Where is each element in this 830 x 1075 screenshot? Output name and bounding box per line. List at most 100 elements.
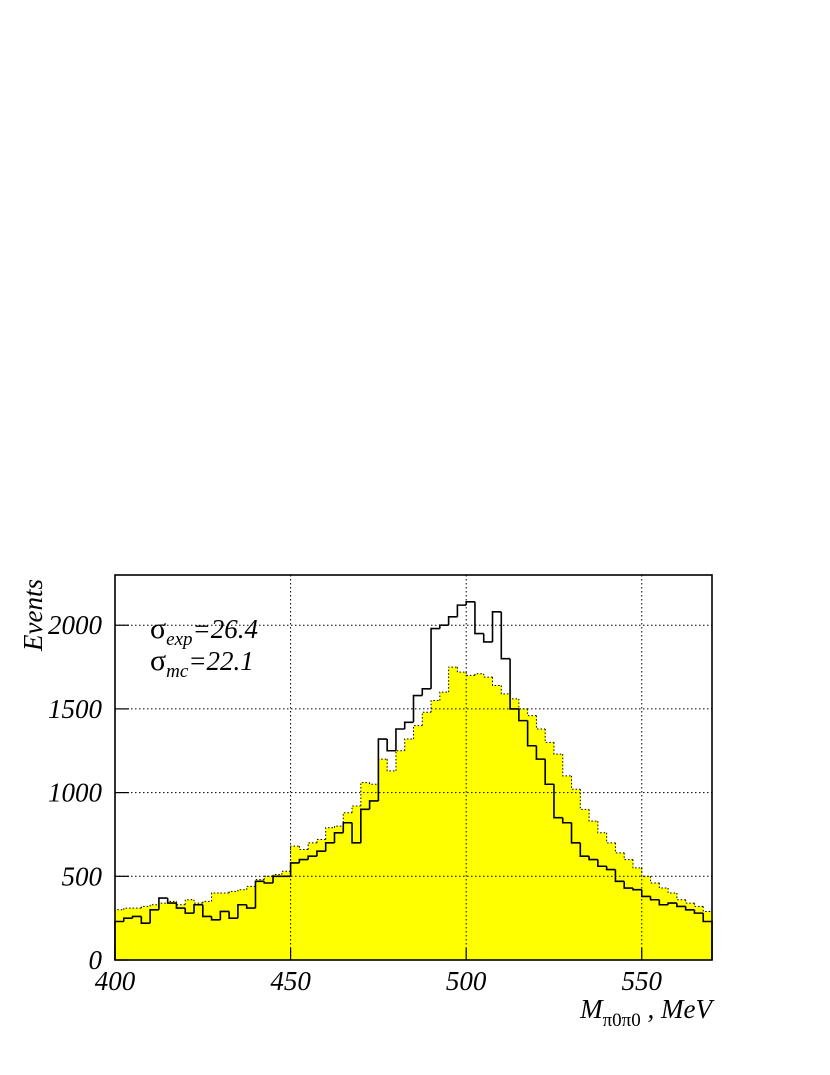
bar-outline (623, 852, 633, 861)
bar (316, 839, 327, 960)
bar (290, 846, 300, 960)
step (570, 822, 581, 844)
bar (703, 911, 713, 960)
step (544, 759, 554, 786)
step (237, 903, 247, 919)
y-tick-label: 0 (89, 945, 103, 975)
bar-outline (474, 673, 484, 676)
bar-outline (632, 859, 642, 869)
step (447, 616, 458, 626)
bar (694, 906, 704, 960)
bar (501, 693, 511, 960)
bar (518, 708, 529, 960)
bar (641, 876, 651, 960)
bar-outline (641, 867, 651, 877)
annotation-text: =22.1 (188, 646, 253, 676)
bar-outline (448, 666, 458, 693)
bar-outline (413, 725, 423, 740)
bar (264, 876, 274, 960)
step (316, 850, 326, 857)
bar (527, 715, 537, 960)
bar-outline (175, 901, 186, 906)
bar-outline (325, 827, 335, 840)
step (561, 817, 572, 824)
bar (211, 893, 221, 960)
x-label-sub: π0π0 (603, 1010, 641, 1031)
bar-outline (360, 782, 370, 806)
step (518, 708, 528, 722)
step (430, 627, 440, 689)
bar (123, 908, 133, 960)
step (456, 604, 467, 617)
bar-outline (430, 700, 440, 713)
bar (668, 893, 678, 960)
bar (562, 775, 572, 960)
bar-outline (571, 775, 581, 790)
step (597, 859, 607, 868)
bar-outline (228, 890, 238, 894)
bar (650, 883, 660, 960)
bar-outline (386, 759, 396, 772)
bar (369, 784, 379, 960)
bar (255, 879, 265, 960)
step (614, 869, 625, 883)
step (667, 902, 677, 905)
bar-outline (281, 870, 291, 875)
bar (360, 782, 371, 960)
bar (220, 893, 230, 960)
bar-outline (500, 685, 511, 695)
bar-outline (193, 899, 203, 904)
x-label-main: M (579, 994, 604, 1024)
step (360, 808, 370, 843)
step (351, 822, 361, 844)
bar (378, 759, 388, 960)
y-tick-label: 2000 (48, 610, 103, 640)
annotation: σmc=22.1 (150, 644, 254, 682)
bar (439, 692, 450, 960)
bar (632, 867, 643, 960)
bar-outline (342, 812, 353, 827)
bar-outline (597, 821, 607, 834)
step (491, 611, 502, 642)
bar (352, 806, 362, 960)
step (377, 738, 388, 801)
bar (492, 685, 502, 960)
bar (273, 874, 283, 960)
bar (624, 859, 634, 960)
step (421, 688, 432, 696)
step (526, 720, 537, 747)
bar-outline (211, 892, 221, 902)
y-tick-label: 500 (62, 861, 103, 891)
annotation-symbol: σ (150, 612, 166, 645)
plot-area (114, 600, 713, 960)
bar-outline (492, 677, 502, 686)
bar (334, 826, 344, 960)
step (149, 908, 159, 924)
step (684, 906, 695, 911)
bar (580, 809, 590, 960)
step (333, 831, 344, 843)
bar-outline (614, 842, 625, 854)
bar (158, 903, 169, 960)
plot-frame (114, 574, 713, 961)
bar (246, 886, 256, 960)
step (693, 909, 704, 914)
step (298, 858, 309, 863)
step (553, 784, 563, 819)
annotation-sub: mc (166, 661, 189, 682)
step (500, 611, 511, 660)
bar (571, 789, 581, 960)
bar (545, 742, 555, 960)
bar-outline (518, 698, 528, 710)
bar (457, 672, 467, 960)
bar-outline (588, 809, 598, 822)
step (412, 694, 423, 723)
step (210, 916, 221, 921)
x-axis-label: Mπ0π0 , MeV (579, 994, 715, 1031)
bar-outline (527, 708, 537, 717)
bar (597, 832, 608, 960)
step (623, 881, 633, 889)
step (439, 624, 449, 629)
bar-outline (298, 846, 309, 851)
bar-outline (693, 903, 704, 907)
